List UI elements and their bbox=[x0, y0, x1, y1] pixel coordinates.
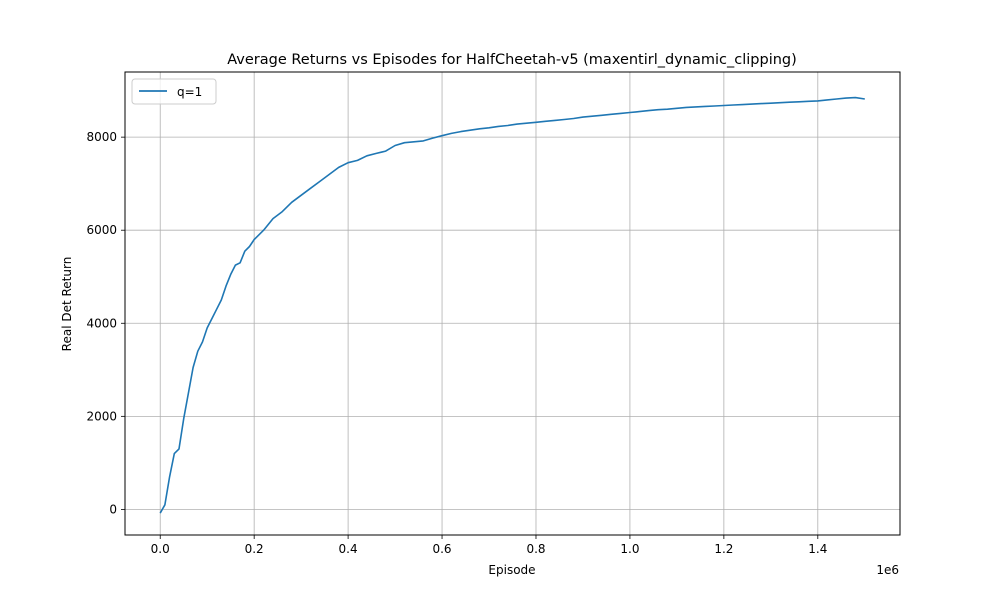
y-tick-label: 4000 bbox=[86, 316, 117, 330]
x-tick-label: 0.4 bbox=[339, 542, 358, 556]
x-tick-label: 0.0 bbox=[151, 542, 170, 556]
grid bbox=[125, 72, 900, 535]
y-tick-label: 6000 bbox=[86, 223, 117, 237]
plot-frame bbox=[124, 71, 901, 536]
y-tick-label: 0 bbox=[109, 502, 117, 516]
series-line-q1 bbox=[159, 96, 865, 514]
x-tick-label: 1.0 bbox=[620, 542, 639, 556]
x-axis-offset-label: 1e6 bbox=[876, 563, 899, 577]
y-tick-label: 2000 bbox=[86, 409, 117, 423]
x-tick-label: 0.2 bbox=[245, 542, 264, 556]
x-tick-label: 0.8 bbox=[526, 542, 545, 556]
chart-title: Average Returns vs Episodes for HalfChee… bbox=[227, 52, 797, 68]
y-tick-label: 8000 bbox=[86, 130, 117, 144]
x-tick-label: 1.2 bbox=[714, 542, 733, 556]
ticks: 0.0 0.2 0.4 0.6 0.8 1.0 1.2 1.4 0 2000 4000 6000 800… bbox=[86, 130, 827, 556]
x-tick-label: 1.4 bbox=[808, 542, 827, 556]
legend-label-q1: q=1 bbox=[177, 85, 202, 99]
legend: q=1 bbox=[131, 78, 217, 105]
legend-box bbox=[131, 78, 217, 105]
x-tick-label: 0.6 bbox=[432, 542, 451, 556]
x-axis-label: Episode bbox=[488, 563, 535, 577]
series-layer bbox=[159, 96, 865, 514]
y-axis-label: Real Det Return bbox=[60, 257, 74, 352]
